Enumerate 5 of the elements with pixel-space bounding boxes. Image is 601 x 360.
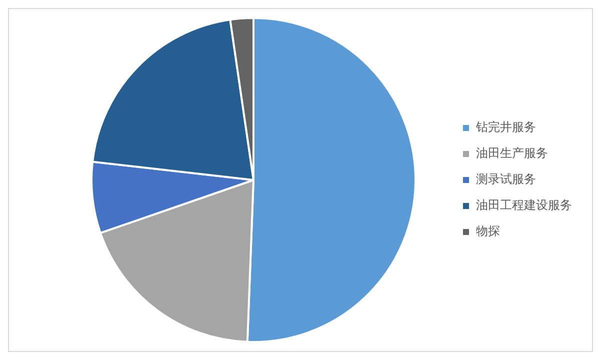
legend-label: 油田生产服务 [476, 146, 548, 160]
legend-label: 测录试服务 [476, 172, 536, 186]
legend-label: 钻完井服务 [475, 120, 536, 134]
legend-label: 油田工程建设服务 [476, 198, 572, 212]
legend-label: 物探 [476, 224, 500, 238]
